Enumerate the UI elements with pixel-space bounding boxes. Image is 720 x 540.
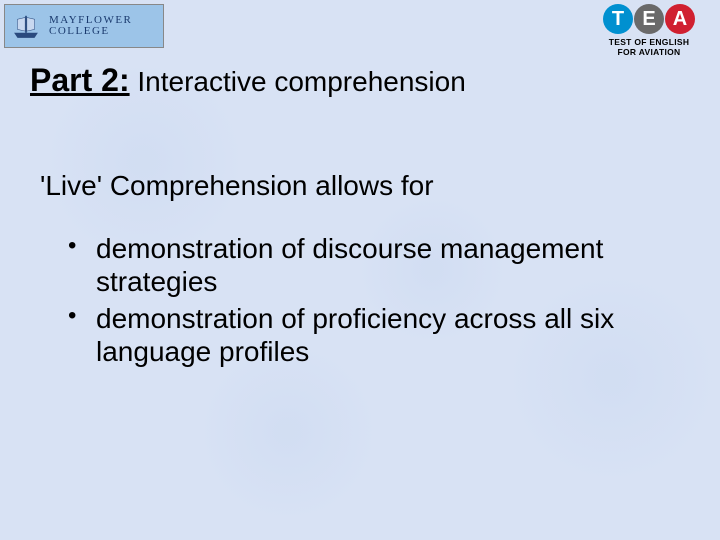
mayflower-college-logo: MAYFLOWER COLLEGE bbox=[4, 4, 164, 48]
ship-icon bbox=[9, 9, 43, 43]
tea-subtitle: TEST OF ENGLISH FOR AVIATION bbox=[584, 37, 714, 57]
logo-line2: COLLEGE bbox=[49, 26, 132, 37]
title-rest: Interactive comprehension bbox=[130, 66, 466, 97]
list-item: demonstration of proficiency across all … bbox=[68, 302, 628, 368]
logo-text: MAYFLOWER COLLEGE bbox=[49, 15, 132, 37]
bullet-list: demonstration of discourse management st… bbox=[68, 232, 628, 372]
tea-circle-e: E bbox=[634, 4, 664, 34]
slide-title: Part 2: Interactive comprehension bbox=[30, 62, 466, 99]
title-bold: Part 2: bbox=[30, 62, 130, 98]
tea-circles: T E A bbox=[584, 4, 714, 34]
tea-subtitle-line2: FOR AVIATION bbox=[584, 47, 714, 57]
tea-logo: T E A TEST OF ENGLISH FOR AVIATION bbox=[584, 4, 714, 57]
tea-circle-t: T bbox=[603, 4, 633, 34]
list-item: demonstration of discourse management st… bbox=[68, 232, 628, 298]
tea-circle-a: A bbox=[665, 4, 695, 34]
subheading: 'Live' Comprehension allows for bbox=[40, 170, 434, 202]
tea-subtitle-line1: TEST OF ENGLISH bbox=[584, 37, 714, 47]
